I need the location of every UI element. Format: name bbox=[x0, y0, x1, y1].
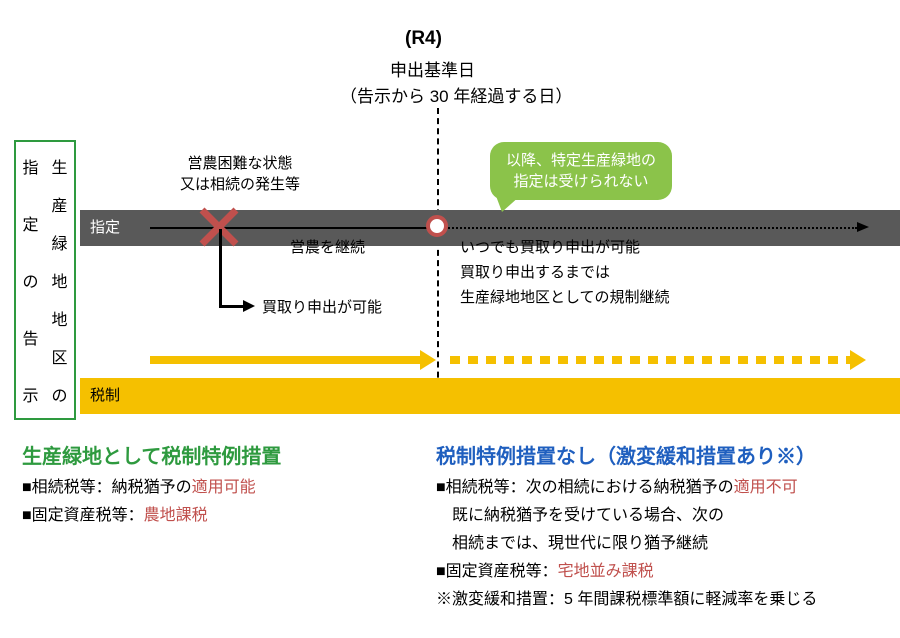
left-r1a: ■相続税等：納税猶予の bbox=[22, 479, 192, 496]
left-vertical-box: 指 定 の 告 示 生 産 緑 地 地 区 の bbox=[14, 140, 76, 420]
timeline-dashed bbox=[437, 227, 857, 229]
vchar: 定 bbox=[22, 211, 38, 235]
left-r2b: 農地課税 bbox=[144, 507, 208, 524]
header-line1: 申出基準日 bbox=[390, 56, 475, 81]
vbox-col-left: 指 定 の 告 示 bbox=[16, 142, 45, 418]
tag-zeisei: 税制 bbox=[80, 378, 900, 414]
right-r4b: 宅地並み課税 bbox=[558, 563, 654, 580]
left-r2a: ■固定資産税等： bbox=[22, 507, 144, 524]
upper-left-l1: 営農困難な状態 bbox=[160, 152, 320, 173]
vbox-col-right: 生 産 緑 地 地 区 の bbox=[45, 142, 74, 418]
right-r1a: ■相続税等：次の相続における納税猶予の bbox=[436, 479, 734, 496]
right-block: いつでも買取り申出が可能 買取り申出するまでは 生産緑地地区としての規制継続 bbox=[460, 236, 670, 310]
tag-zeisei-label: 税制 bbox=[90, 387, 120, 404]
right-section-r2: 既に納税猶予を受けている場合、次の bbox=[436, 502, 724, 529]
right-section-r5: ※激変緩和措置：5 年間課税標準額に軽減率を乗じる bbox=[436, 586, 817, 613]
elbow-horizontal bbox=[219, 305, 243, 308]
header-r4: (R4) bbox=[405, 28, 442, 50]
elbow-arrowhead-icon bbox=[243, 300, 255, 312]
left-section-r1: ■相続税等：納税猶予の適用可能 bbox=[22, 474, 256, 501]
vchar: の bbox=[22, 268, 38, 292]
left-section-r2: ■固定資産税等：農地課税 bbox=[22, 502, 208, 529]
bubble-l1: 以降、特定生産緑地の bbox=[506, 150, 656, 171]
left-r1b: 適用可能 bbox=[192, 479, 256, 496]
vchar: 指 bbox=[22, 154, 38, 178]
vchar: 生 bbox=[51, 154, 67, 178]
right-r1b: 適用不可 bbox=[734, 479, 798, 496]
right-section-r1: ■相続税等：次の相続における納税猶予の適用不可 bbox=[436, 474, 798, 501]
vchar: 告 bbox=[22, 325, 38, 349]
right-section-r4: ■固定資産税等：宅地並み課税 bbox=[436, 558, 654, 585]
right-block-l1: いつでも買取り申出が可能 bbox=[460, 236, 670, 261]
speech-bubble: 以降、特定生産緑地の 指定は受けられない bbox=[490, 142, 672, 200]
elbow-vertical bbox=[219, 229, 222, 305]
vchar: の bbox=[51, 382, 67, 406]
tag-shitei-label: 指定 bbox=[90, 219, 120, 236]
vchar: 緑 bbox=[51, 230, 67, 254]
timeline-solid bbox=[150, 227, 437, 229]
yellow-arrow-solid bbox=[150, 356, 420, 364]
right-section-r3: 相続までは、現世代に限り猶予継続 bbox=[436, 530, 708, 557]
yellow-arrow-dotted bbox=[450, 356, 850, 364]
vertical-dashed-line bbox=[437, 108, 439, 408]
bubble-l2: 指定は受けられない bbox=[506, 171, 656, 192]
vchar: 区 bbox=[51, 344, 67, 368]
right-r4a: ■固定資産税等： bbox=[436, 563, 558, 580]
right-section-title: 税制特例措置なし（激変緩和措置あり※） bbox=[436, 440, 816, 469]
mid-label: 営農を継続 bbox=[290, 236, 365, 257]
right-block-l3: 生産緑地地区としての規制継続 bbox=[460, 286, 670, 311]
vchar: 示 bbox=[22, 382, 38, 406]
timeline-arrowhead-icon bbox=[857, 222, 869, 232]
upper-left-l2: 又は相続の発生等 bbox=[160, 173, 320, 194]
elbow-label: 買取り申出が可能 bbox=[262, 296, 382, 317]
vchar: 地 bbox=[51, 306, 67, 330]
left-section-title: 生産緑地として税制特例措置 bbox=[22, 440, 281, 469]
circle-marker-icon bbox=[426, 215, 448, 237]
header-line2: （告示から 30 年経過する日） bbox=[340, 82, 572, 107]
vchar: 地 bbox=[51, 268, 67, 292]
upper-left-text: 営農困難な状態 又は相続の発生等 bbox=[160, 152, 320, 194]
vchar: 産 bbox=[51, 192, 67, 216]
right-block-l2: 買取り申出するまでは bbox=[460, 261, 670, 286]
